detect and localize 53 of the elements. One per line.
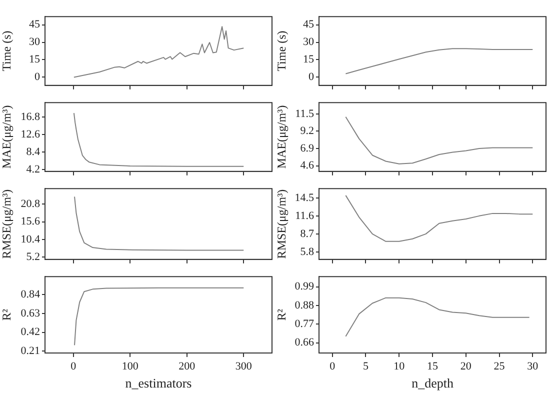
x-tick-label: 20 xyxy=(460,360,472,372)
y-tick-label: 0.21 xyxy=(20,345,40,358)
y-tick-label: 30 xyxy=(303,36,314,48)
x-axis-title: n_depth xyxy=(412,376,454,391)
y-tick-label: 5.2 xyxy=(26,250,40,263)
y-tick-label: 45 xyxy=(29,18,40,31)
y-axis-title: R² xyxy=(274,308,288,321)
y-tick-label: 0.42 xyxy=(20,326,40,338)
x-tick-label: 5 xyxy=(362,360,369,372)
y-axis-title: Time (s) xyxy=(0,30,14,72)
x-tick-label: 30 xyxy=(527,360,539,372)
x-tick-label: 25 xyxy=(494,360,506,372)
y-tick-label: 0.88 xyxy=(294,299,314,312)
y-tick-label: 15 xyxy=(29,54,40,66)
y-axis-title: MAE(μg/m³) xyxy=(274,105,288,169)
y-tick-label: 8.4 xyxy=(26,146,40,158)
y-tick-label: 15 xyxy=(303,54,314,66)
x-tick-label: 100 xyxy=(122,360,139,372)
y-tick-label: 0 xyxy=(308,71,314,84)
y-tick-label: 16.8 xyxy=(20,110,40,123)
y-tick-label: 12.6 xyxy=(20,128,40,140)
y-tick-label: 9.2 xyxy=(300,125,314,138)
y-tick-label: 14.5 xyxy=(294,192,314,204)
x-axis-title: n_estimators xyxy=(125,376,192,391)
y-tick-label: 30 xyxy=(29,36,40,48)
y-tick-label: 45 xyxy=(303,18,314,31)
y-tick-label: 11.6 xyxy=(295,210,314,222)
y-tick-label: 0.63 xyxy=(20,307,40,320)
y-axis-title: R² xyxy=(0,308,14,321)
y-tick-label: 10.4 xyxy=(20,233,40,246)
y-tick-label: 0.99 xyxy=(294,280,314,293)
y-axis-title: Time (s) xyxy=(274,30,288,72)
x-tick-label: 300 xyxy=(235,360,252,372)
y-tick-label: 15.6 xyxy=(20,216,40,228)
x-tick-label: 0 xyxy=(70,360,77,372)
y-axis-title: RMSE(μg/m³) xyxy=(274,189,288,259)
y-tick-label: 0.84 xyxy=(20,288,40,300)
y-tick-label: 5.8 xyxy=(300,246,314,258)
y-axis-title: MAE(μg/m³) xyxy=(0,105,14,169)
x-tick-label: 10 xyxy=(394,360,406,372)
y-tick-label: 20.8 xyxy=(20,198,40,210)
y-tick-label: 4.2 xyxy=(26,164,40,176)
y-tick-label: 8.7 xyxy=(300,228,314,240)
y-tick-label: 11.5 xyxy=(295,108,314,120)
x-tick-label: 200 xyxy=(178,360,196,372)
x-tick-label: 15 xyxy=(427,360,438,372)
y-tick-label: 0 xyxy=(34,71,40,84)
y-tick-label: 0.77 xyxy=(294,318,314,330)
y-tick-label: 6.9 xyxy=(300,142,314,154)
x-tick-label: 0 xyxy=(330,360,336,372)
y-tick-label: 0.66 xyxy=(294,336,314,349)
y-axis-title: RMSE(μg/m³) xyxy=(0,189,14,259)
y-tick-label: 4.6 xyxy=(300,160,314,172)
